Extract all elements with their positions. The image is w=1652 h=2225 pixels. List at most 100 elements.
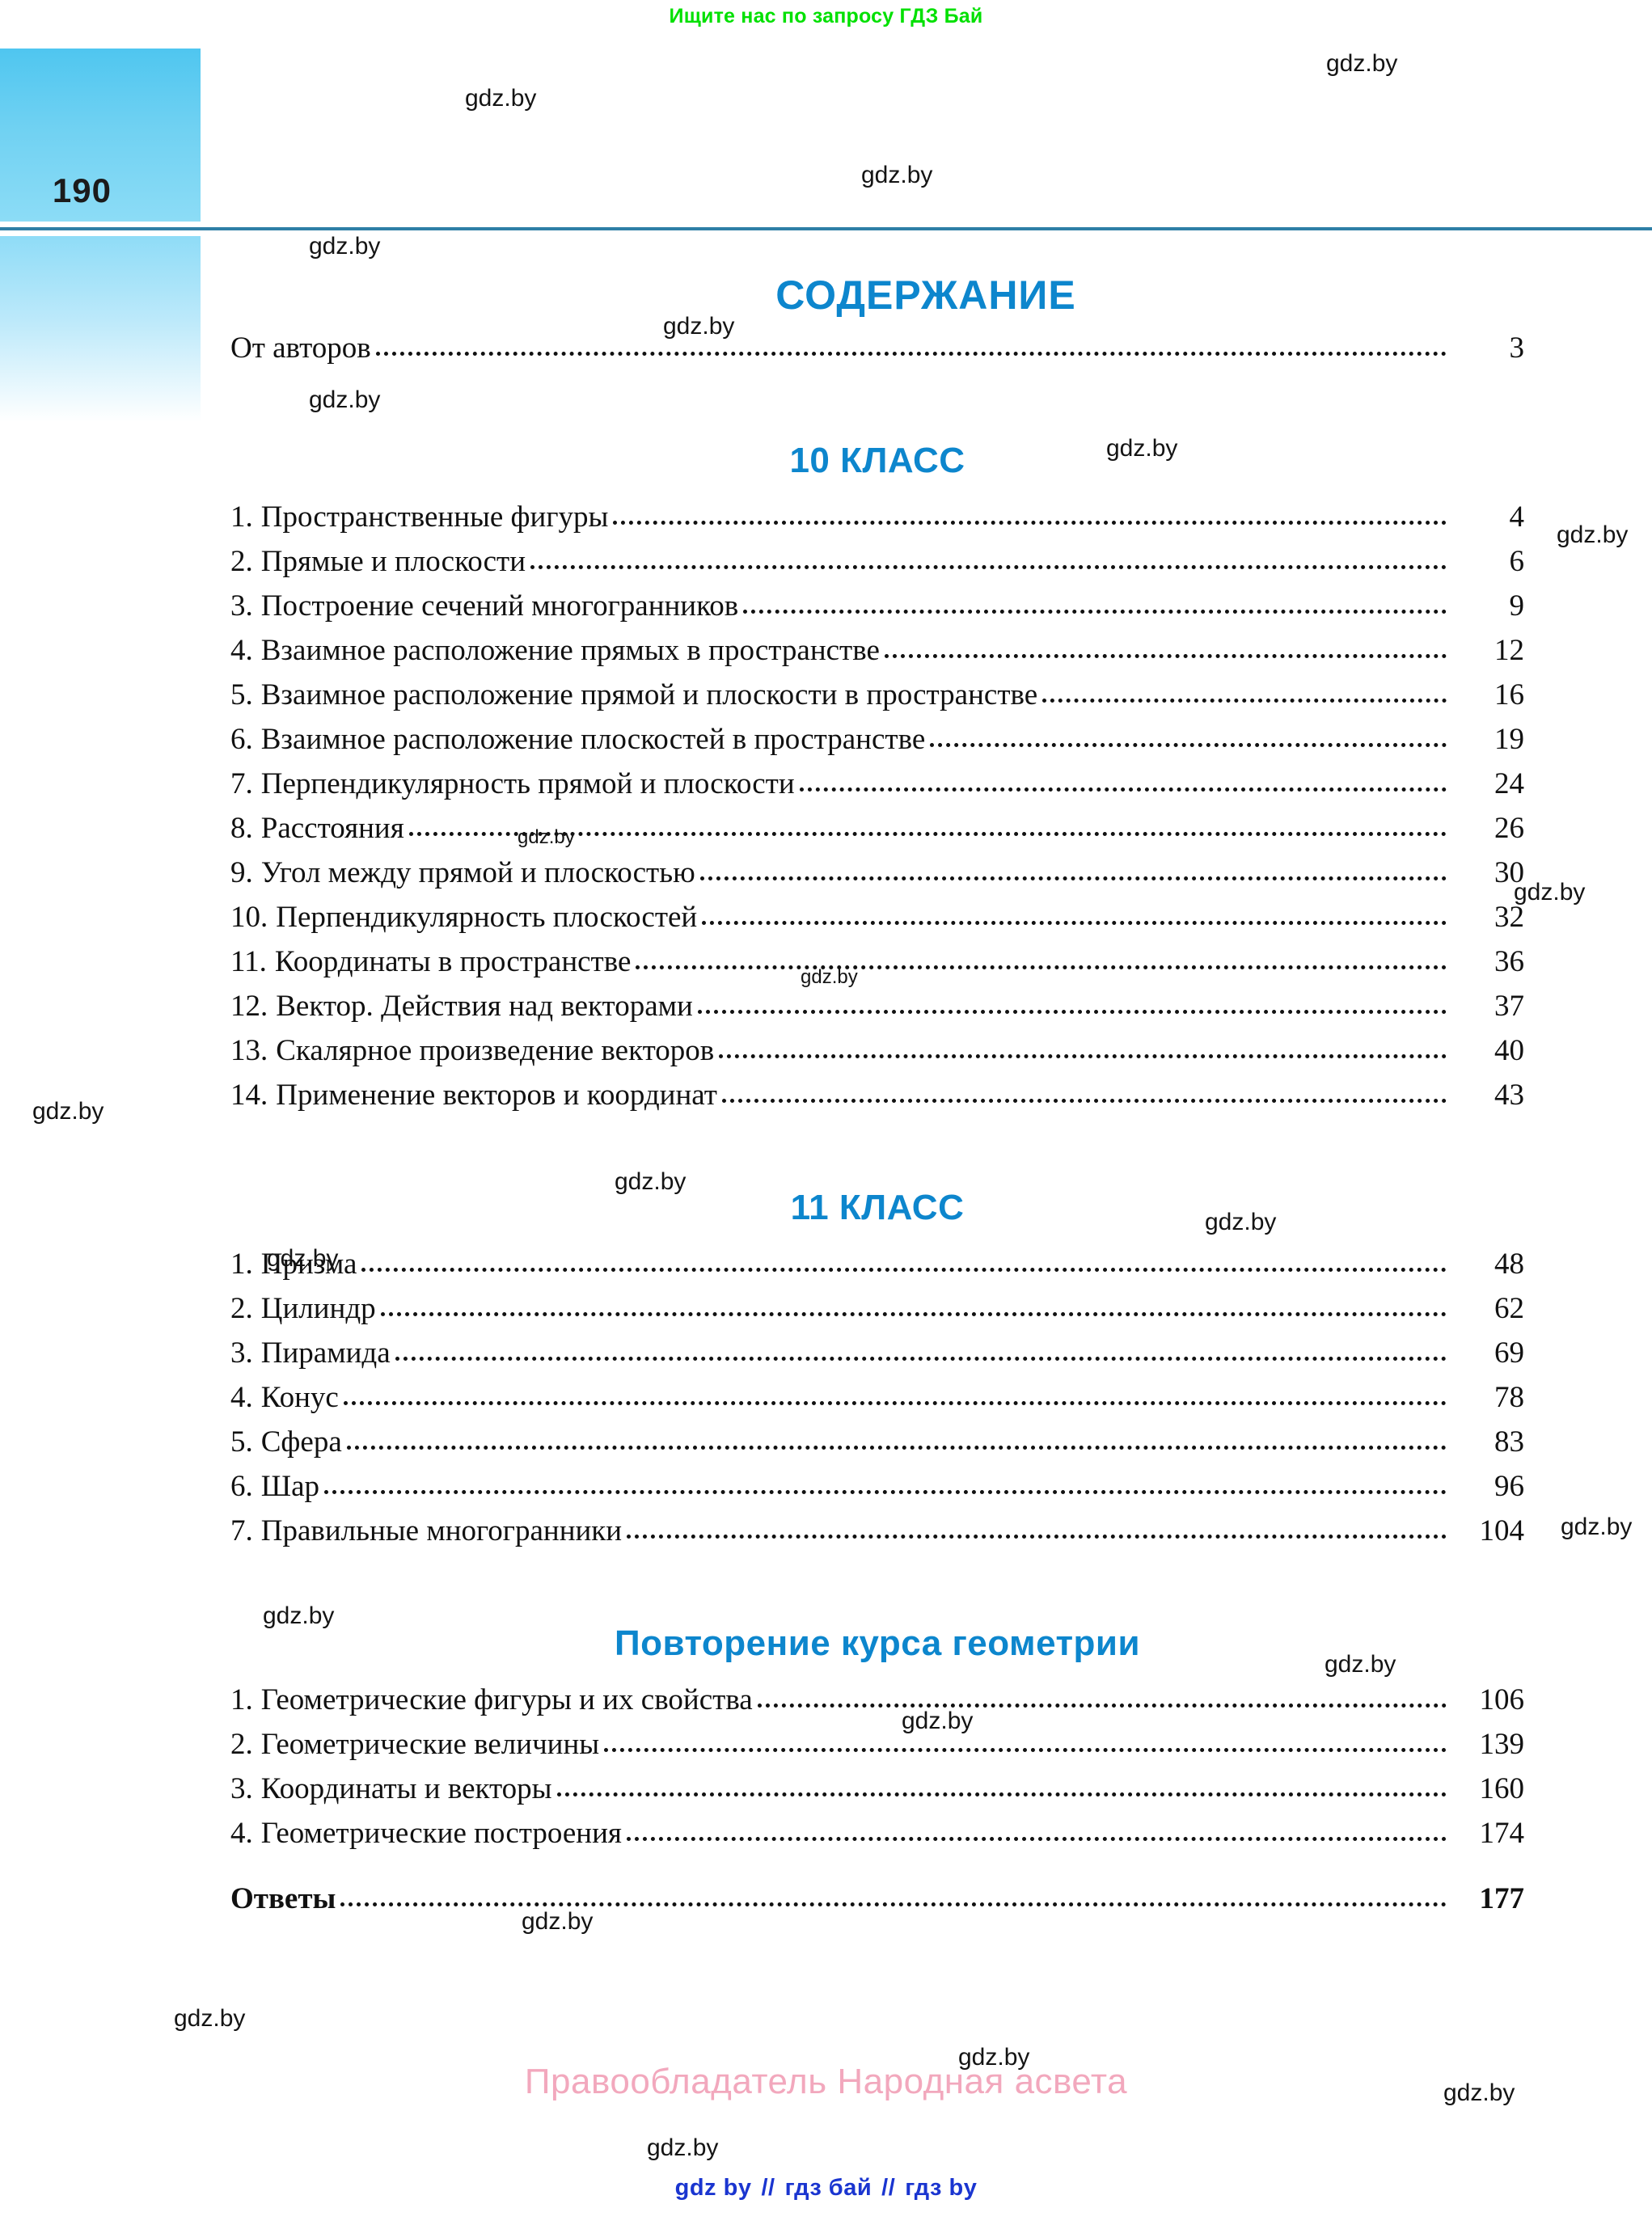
dot-leader — [743, 609, 1447, 614]
dot-leader — [1042, 698, 1447, 703]
toc-entry[interactable]: 10. Перпендикулярность плоскостей 32 — [230, 902, 1524, 932]
toc-entry-label: Цилиндр — [260, 1292, 376, 1325]
toc-entry[interactable]: 5. Взаимное расположение прямой и плоскос… — [230, 680, 1524, 710]
toc-entry-page: 174 — [1479, 1817, 1525, 1850]
toc-entry[interactable]: 4. Взаимное расположение прямых в простра… — [230, 635, 1524, 665]
section-heading-grade-11: 11 КЛАСС — [790, 1188, 965, 1227]
dot-leader — [636, 965, 1447, 969]
toc-entry[interactable]: 12. Вектор. Действия над векторами 37 — [230, 991, 1524, 1021]
toc-entry-label: Ответы — [230, 1882, 336, 1915]
toc-entry-label: Геометрические величины — [260, 1728, 600, 1761]
watermark: gdz.by — [861, 162, 933, 188]
footer-link[interactable]: gdz by — [674, 2175, 752, 2201]
toc-entry[interactable]: 2. Цилиндр 62 — [230, 1294, 1524, 1324]
toc-entry-label: Вектор. Действия над векторами — [276, 990, 693, 1023]
toc-entry[interactable]: 7. Перпендикулярность прямой и плоскости 2… — [230, 769, 1524, 799]
toc-entry-number: 6. — [230, 1470, 253, 1503]
footer-links[interactable]: gdz by // гдз бай // гдз by — [0, 2175, 1652, 2202]
toc-entry-label: Угол между прямой и плоскостью — [260, 856, 695, 889]
section-heading-review: Повторение курса геометрии — [614, 1623, 1141, 1663]
spacer — [230, 1664, 1524, 1685]
dot-leader — [757, 1703, 1447, 1708]
header-divider — [0, 227, 1652, 230]
toc-entry-label: Применение векторов и координат — [276, 1079, 717, 1112]
toc-entry-number: 3. — [230, 1772, 253, 1805]
toc-entry-number: 13. — [230, 1034, 268, 1067]
toc-entry-number: 7. — [230, 1514, 253, 1547]
toc-entry[interactable]: 11. Координаты в пространстве 36 — [230, 947, 1524, 977]
toc-entry[interactable]: 7. Правильные многогранники 104 — [230, 1516, 1524, 1546]
toc-entry[interactable]: 1. Геометрические фигуры и их свойства 106 — [230, 1685, 1524, 1715]
toc-entry-label: Пирамида — [260, 1336, 391, 1370]
toc-entry-page: 106 — [1479, 1683, 1525, 1716]
toc-entry-number: 2. — [230, 545, 253, 578]
dot-leader — [719, 1053, 1447, 1058]
toc-list-grade-10: 1. Пространственные фигуры 4 2. Прямые и пло… — [230, 502, 1524, 1110]
toc-entry-page: 32 — [1494, 901, 1524, 934]
watermark: gdz.by — [174, 2005, 246, 2032]
table-of-contents: СОДЕРЖАНИЕ От авторов 3 10 КЛАСС 1. Прост… — [230, 243, 1524, 1928]
section-heading-grade-10: 10 КЛАСС — [789, 441, 965, 480]
toc-entry-label: Прямые и плоскости — [260, 545, 526, 578]
toc-entry-page: 160 — [1479, 1772, 1525, 1805]
toc-entry[interactable]: 4. Конус 78 — [230, 1383, 1524, 1412]
dot-leader — [884, 653, 1447, 658]
watermark: gdz.by — [1557, 521, 1629, 548]
dot-leader — [699, 876, 1447, 880]
toc-entry-page: 24 — [1494, 767, 1524, 800]
toc-entry-number: 14. — [230, 1079, 268, 1112]
toc-entry[interactable]: 1. Пространственные фигуры 4 — [230, 502, 1524, 532]
dot-leader — [604, 1747, 1447, 1752]
toc-entry-number: 4. — [230, 1381, 253, 1414]
toc-entry-label: Сфера — [260, 1425, 342, 1459]
toc-entry-number: 1. — [230, 1248, 253, 1281]
toc-entry-number: 11. — [230, 945, 267, 978]
page-number-tab: 190 — [0, 49, 201, 222]
toc-entry[interactable]: 13. Скалярное произведение векторов 40 — [230, 1036, 1524, 1066]
toc-entry-page: 177 — [1479, 1882, 1525, 1915]
toc-entry-page: 3 — [1509, 331, 1525, 365]
watermark: gdz.by — [647, 2134, 719, 2161]
spacer — [230, 1125, 1524, 1188]
toc-entry[interactable]: 1. Призма 48 — [230, 1249, 1524, 1279]
toc-entry-number: 12. — [230, 990, 268, 1023]
toc-entry[interactable]: 5. Сфера 83 — [230, 1427, 1524, 1457]
watermark: gdz.by — [465, 85, 537, 112]
toc-entry[interactable]: 4. Геометрические построения 174 — [230, 1818, 1524, 1848]
toc-entry-label: Взаимное расположение плоскостей в прост… — [260, 723, 926, 756]
toc-entry[interactable]: 2. Геометрические величины 139 — [230, 1729, 1524, 1759]
dot-leader — [930, 742, 1447, 747]
toc-entry[interactable]: 3. Построение сечений многогранников 9 — [230, 591, 1524, 621]
footer-separator: // — [761, 2175, 775, 2201]
toc-entry[interactable]: 9. Угол между прямой и плоскостью 30 — [230, 858, 1524, 888]
toc-entry-label: Конус — [260, 1381, 339, 1414]
toc-entry-page: 69 — [1494, 1336, 1524, 1370]
toc-entry[interactable]: 2. Прямые и плоскости 6 — [230, 547, 1524, 576]
dot-leader — [697, 1009, 1447, 1014]
dot-leader — [395, 1356, 1447, 1361]
watermark: gdz.by — [1514, 879, 1586, 906]
toc-entry-label: Геометрические фигуры и их свойства — [260, 1683, 753, 1716]
footer-link[interactable]: гдз бай — [784, 2175, 872, 2201]
toc-entry[interactable]: 8. Расстояния 26 — [230, 813, 1524, 843]
toc-list-grade-11: 1. Призма 48 2. Цилиндр 62 3. Пирамида 69 4. Конус… — [230, 1249, 1524, 1546]
toc-entry-number: 8. — [230, 812, 253, 845]
toc-entry-label: Перпендикулярность плоскостей — [276, 901, 698, 934]
toc-entry-intro[interactable]: От авторов 3 — [230, 333, 1524, 363]
footer-link[interactable]: гдз by — [905, 2175, 978, 2201]
toc-entry[interactable]: 14. Применение векторов и координат 43 — [230, 1080, 1524, 1110]
dot-leader — [361, 1267, 1447, 1272]
dot-leader — [343, 1400, 1447, 1405]
dot-leader — [556, 1792, 1447, 1796]
toc-list-review: 1. Геометрические фигуры и их свойства 106… — [230, 1685, 1524, 1848]
dot-leader — [799, 787, 1447, 792]
toc-entry[interactable]: 6. Шар 96 — [230, 1471, 1524, 1501]
toc-entry-page: 83 — [1494, 1425, 1524, 1459]
dot-leader — [380, 1311, 1447, 1316]
toc-entry[interactable]: 3. Пирамида 69 — [230, 1338, 1524, 1368]
dot-leader — [375, 351, 1447, 356]
toc-entry[interactable]: 6. Взаимное расположение плоскостей в про… — [230, 724, 1524, 754]
toc-entry[interactable]: 3. Координаты и векторы 160 — [230, 1774, 1524, 1804]
toc-entry-page: 78 — [1494, 1381, 1524, 1414]
toc-entry-answers[interactable]: Ответы 177 — [230, 1884, 1524, 1914]
